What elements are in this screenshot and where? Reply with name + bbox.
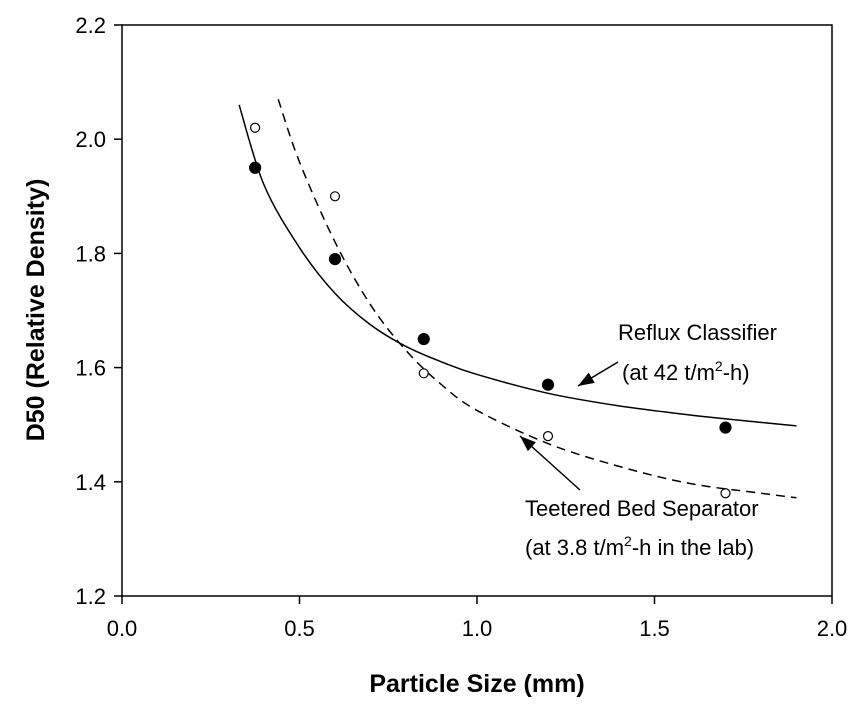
point-open (720, 488, 731, 499)
annotation-teetered-sup: 2 (624, 533, 632, 549)
y-axis-ticks: 1.2 1.4 1.6 1.8 2.0 2.2 (75, 13, 122, 609)
y-tick-label: 2.2 (75, 13, 106, 38)
point-open (542, 431, 554, 442)
annotation-teetered-pre: (at 3.8 t/m (525, 535, 624, 560)
fit-curve-solid (238, 104, 797, 427)
y-tick-label: 1.4 (75, 470, 106, 495)
annotation-teetered-line1: Teetered Bed Separator (525, 496, 759, 521)
teetered-arrow (519, 435, 581, 491)
point-filled (249, 161, 262, 174)
point-filled (719, 421, 732, 434)
y-axis-title: D50 (Relative Density) (22, 179, 50, 442)
annotation-teetered-line2: (at 3.8 t/m2-h in the lab) (525, 533, 754, 560)
annotation-arrows (519, 361, 619, 491)
x-axis-title: Particle Size (mm) (369, 670, 584, 698)
x-tick-label: 0.0 (107, 616, 138, 641)
annotation-reflux-line2: (at 42 t/m2-h) (622, 358, 750, 385)
point-filled (541, 378, 555, 391)
fit-curve-dashed (277, 98, 797, 499)
reflux-arrow (577, 361, 619, 387)
y-tick-label: 1.8 (75, 241, 106, 266)
fit-curves (238, 98, 797, 499)
annotation-reflux-post: -h) (723, 360, 750, 385)
y-tick-label: 1.6 (75, 356, 106, 381)
annotation-teetered-post: -h in the lab) (632, 535, 754, 560)
data-points (249, 122, 732, 499)
point-filled (417, 332, 430, 346)
point-filled (328, 253, 342, 266)
point-open (250, 122, 261, 133)
y-tick-label: 1.2 (75, 584, 106, 609)
annotation-reflux-pre: (at 42 t/m (622, 360, 715, 385)
x-tick-label: 0.5 (284, 616, 315, 641)
x-tick-label: 1.5 (639, 616, 670, 641)
annotation-reflux-sup: 2 (715, 358, 723, 374)
y-tick-label: 2.0 (75, 127, 106, 152)
x-tick-label: 2.0 (817, 616, 848, 641)
x-axis-ticks: 0.0 0.5 1.0 1.5 2.0 (107, 596, 848, 641)
point-open (418, 368, 429, 379)
x-tick-label: 1.0 (462, 616, 493, 641)
annotation-reflux-line1: Reflux Classifier (618, 320, 777, 345)
point-open (329, 191, 341, 202)
